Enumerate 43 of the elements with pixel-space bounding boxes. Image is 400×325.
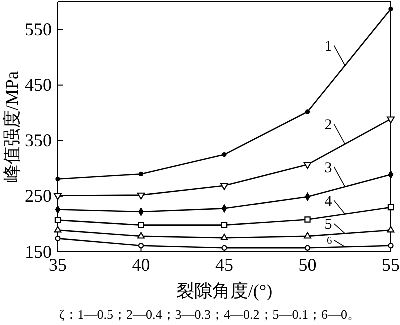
point [220, 183, 228, 190]
point [137, 192, 146, 200]
y-axis-title: 峰值强度/MPa [2, 71, 22, 183]
point [222, 152, 227, 158]
point [304, 245, 311, 251]
point [305, 110, 310, 114]
point [222, 204, 228, 213]
text: ζ：1—0.5；2—0.4；3—0.3；4—0.2；5—0.1；6—0。 [59, 307, 361, 322]
x-tick-label: 50 [298, 254, 317, 275]
point [54, 217, 62, 224]
point [55, 236, 61, 242]
legend-label: 4 [324, 194, 333, 210]
y-tick-label: 450 [25, 75, 52, 96]
y-tick-label: 550 [25, 20, 52, 40]
y-tick-label: 350 [25, 130, 52, 151]
x-tick-label: 55 [382, 254, 400, 275]
x-tick-label: 45 [216, 254, 234, 275]
y-tick-label: 250 [25, 186, 52, 206]
point [304, 232, 312, 239]
point [138, 243, 144, 249]
point [220, 234, 228, 240]
point [55, 206, 61, 214]
point [138, 172, 144, 177]
legend-label: 2 [324, 118, 332, 134]
x-axis-title: 裂隙角度/(°) [176, 281, 273, 301]
point [388, 170, 394, 179]
legend-label: 5 [324, 217, 332, 234]
point [138, 232, 145, 239]
point [388, 6, 394, 12]
point [221, 222, 228, 228]
point [56, 176, 60, 182]
point [222, 245, 228, 251]
point [388, 243, 394, 249]
point [388, 204, 394, 211]
point [387, 226, 395, 233]
point [304, 162, 312, 170]
point [387, 116, 395, 124]
point [304, 216, 311, 223]
x-tick-label: 40 [132, 254, 150, 275]
point [138, 222, 144, 228]
legend-label: 6 [327, 236, 332, 248]
legend-label: 3 [324, 160, 332, 176]
legend-label: 1 [324, 39, 332, 55]
